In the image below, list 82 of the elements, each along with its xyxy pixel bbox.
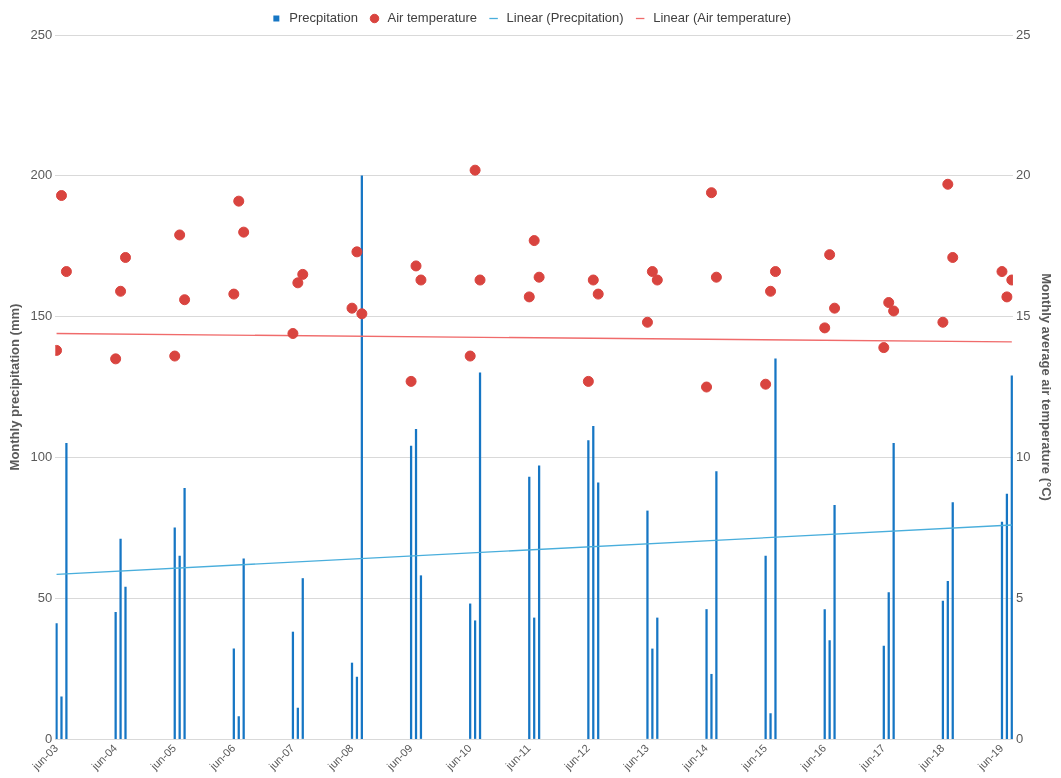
- bar: [715, 471, 718, 739]
- point: [942, 178, 954, 190]
- point: [410, 260, 422, 272]
- point: [883, 297, 895, 309]
- point: [701, 381, 713, 393]
- y2-tick-label: 15: [1015, 308, 1031, 324]
- point: [528, 235, 540, 247]
- point: [356, 308, 368, 320]
- bar: [65, 443, 68, 739]
- point: [292, 277, 304, 289]
- point: [1001, 291, 1013, 303]
- point: [174, 229, 186, 241]
- point: [765, 285, 777, 297]
- point: [405, 375, 417, 387]
- point: [641, 316, 653, 328]
- point: [947, 251, 959, 263]
- point: [996, 266, 1008, 278]
- point: [592, 288, 604, 300]
- y2-tick-label: 10: [1015, 449, 1031, 464]
- y2-tick-label: 25: [1015, 26, 1031, 42]
- point: [55, 190, 67, 202]
- y-tick-label: 250: [30, 26, 53, 42]
- point: [179, 294, 191, 306]
- bar: [651, 648, 654, 739]
- legend-label: Precpitation: [289, 10, 359, 26]
- point: [469, 164, 481, 176]
- point: [238, 226, 250, 238]
- y-axis-title: Monthly precipitation (mm): [7, 303, 23, 471]
- bar: [237, 716, 240, 739]
- point: [169, 350, 181, 362]
- point: [819, 322, 831, 334]
- legend-label: Linear (Air temperature): [653, 10, 792, 26]
- point: [120, 251, 131, 263]
- point: [351, 246, 363, 258]
- bar: [60, 696, 63, 739]
- point: [710, 271, 722, 283]
- point: [760, 378, 772, 390]
- bar: [646, 510, 649, 739]
- point: [824, 249, 836, 261]
- point: [287, 328, 299, 340]
- y-tick-label: 150: [30, 308, 53, 324]
- point: [415, 274, 427, 286]
- bar: [705, 609, 708, 739]
- y2-tick-label: 20: [1015, 167, 1031, 183]
- y2-tick-label: 0: [1015, 730, 1024, 746]
- y-tick-label: 50: [37, 589, 53, 605]
- bar: [183, 488, 186, 739]
- point: [829, 302, 841, 314]
- point: [646, 266, 658, 278]
- point: [533, 271, 545, 283]
- y2-axis-title: Monthly average air temperature (°C): [1038, 273, 1054, 501]
- point: [651, 274, 663, 286]
- point: [937, 316, 949, 328]
- point: [474, 274, 486, 286]
- point: [60, 266, 72, 278]
- point: [523, 291, 535, 303]
- bar: [764, 555, 767, 739]
- point: [110, 353, 122, 365]
- y-tick-label: 100: [30, 449, 53, 464]
- legend-label: Linear (Precpitation): [506, 10, 624, 26]
- y-tick-label: 200: [30, 167, 53, 183]
- bar: [769, 713, 772, 739]
- point: [582, 375, 594, 387]
- point: [769, 266, 781, 278]
- point: [346, 302, 358, 314]
- bar: [710, 673, 713, 739]
- bar: [774, 358, 777, 739]
- point: [297, 268, 309, 280]
- point: [888, 305, 900, 317]
- point: [705, 187, 717, 199]
- point: [587, 274, 599, 286]
- point: [233, 195, 245, 207]
- y-tick-label: 0: [45, 730, 53, 746]
- legend-label: Air temperature: [387, 10, 478, 26]
- point: [228, 288, 240, 300]
- point: [878, 342, 890, 354]
- bar: [119, 538, 122, 739]
- point: [115, 285, 127, 297]
- y2-tick-label: 5: [1015, 589, 1024, 605]
- bar: [833, 504, 836, 739]
- point: [464, 350, 476, 362]
- bar: [124, 586, 127, 739]
